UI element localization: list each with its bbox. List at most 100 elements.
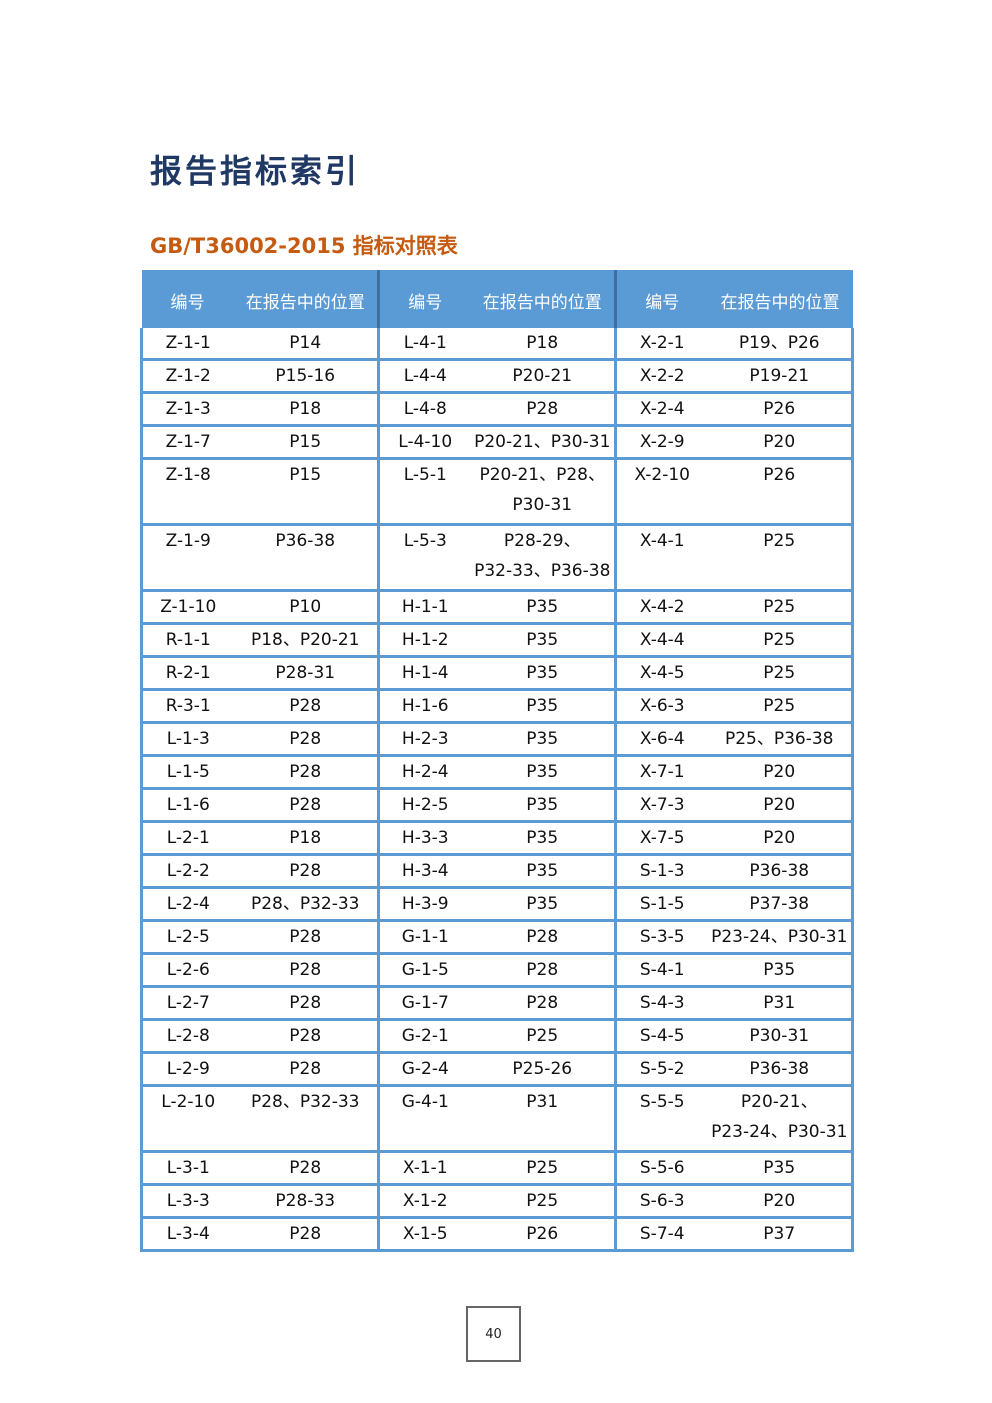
cell-line: P18	[289, 399, 322, 419]
cell-code: X-7-1	[614, 755, 708, 790]
cell-code: X-6-4	[614, 722, 708, 757]
table-row: L-3-1 P28 X-1-1 P25 S-5-6 P35	[140, 1151, 854, 1186]
table-row: R-3-1 P28 H-1-6 P35 X-6-3 P25	[140, 689, 854, 724]
cell-location: P20	[707, 788, 854, 823]
cell-code: H-3-4	[377, 854, 471, 889]
cell-code: X-1-5	[377, 1217, 471, 1252]
table-row: R-2-1 P28-31 H-1-4 P35 X-4-5 P25	[140, 656, 854, 691]
cell-code: G-1-1	[377, 920, 471, 955]
cell-location: P10	[233, 590, 380, 625]
cell-code: L-2-4	[140, 887, 234, 922]
cell-line: L-2-4	[166, 894, 210, 914]
cell-line: L-2-7	[166, 993, 210, 1013]
cell-location: P23-24、P30-31	[707, 920, 854, 955]
cell-line: P19、P26	[738, 333, 820, 353]
table-row: L-2-8 P28 G-2-1 P25 S-4-5 P30-31	[140, 1019, 854, 1054]
cell-line: X-7-3	[639, 795, 685, 815]
cell-line: X-4-5	[639, 663, 685, 683]
cell-location: P35	[470, 821, 617, 856]
cell-code: S-7-4	[614, 1217, 708, 1252]
cell-line: H-3-3	[401, 828, 449, 848]
cell-location: P35	[470, 689, 617, 724]
cell-location: P28	[233, 755, 380, 790]
cell-location: P35	[470, 722, 617, 757]
cell-line: P35	[526, 630, 559, 650]
cell-line: P28	[289, 795, 322, 815]
index-table: 编号 在报告中的位置 编号 在报告中的位置 编号 在报告中的位置 Z-1-1 P1…	[140, 270, 854, 1252]
cell-location: P20-21	[470, 359, 617, 394]
cell-code: S-3-5	[614, 920, 708, 955]
cell-code: L-2-7	[140, 986, 234, 1021]
cell-line: Z-1-2	[165, 366, 211, 386]
cell-code: L-1-3	[140, 722, 234, 757]
cell-location: P28	[470, 920, 617, 955]
table-row: L-3-3 P28-33 X-1-2 P25 S-6-3 P20	[140, 1184, 854, 1219]
cell-line: P10	[289, 597, 322, 617]
cell-line: P15	[289, 432, 322, 452]
cell-line: X-7-5	[639, 828, 685, 848]
cell-location: P28	[233, 1052, 380, 1087]
cell-line: P14	[289, 333, 322, 353]
cell-line: S-6-3	[639, 1191, 685, 1211]
table-header: 编号 在报告中的位置 编号 在报告中的位置 编号 在报告中的位置	[141, 270, 853, 328]
cell-code: S-4-5	[614, 1019, 708, 1054]
cell-line: P20-21	[512, 366, 573, 386]
cell-line: P28-33	[275, 1191, 336, 1211]
cell-line: X-6-4	[639, 729, 685, 749]
cell-location: P20	[707, 821, 854, 856]
cell-line: P26	[763, 465, 796, 485]
section-title: GB/T36002-2015 指标对照表	[150, 234, 458, 258]
cell-location: P36-38	[707, 1052, 854, 1087]
cell-line: R-3-1	[165, 696, 211, 716]
cell-location: P28-31	[233, 656, 380, 691]
cell-line: P25、P36-38	[724, 729, 834, 749]
cell-code: R-3-1	[140, 689, 234, 724]
cell-code: S-5-5	[614, 1085, 708, 1153]
cell-line: P18	[526, 333, 559, 353]
header-code: 编号	[141, 270, 234, 328]
cell-location: P15	[233, 425, 380, 460]
cell-line: L-3-1	[166, 1158, 210, 1178]
cell-line: L-4-8	[403, 399, 447, 419]
cell-line: P35	[526, 861, 559, 881]
table-row: L-2-4 P28、P32-33 H-3-9 P35 S-1-5 P37-38	[140, 887, 854, 922]
header-row: 编号 在报告中的位置 编号 在报告中的位置 编号 在报告中的位置	[141, 270, 853, 328]
cell-line: P25	[526, 1026, 559, 1046]
cell-code: G-1-5	[377, 953, 471, 988]
cell-line: P25	[763, 696, 796, 716]
cell-location: P25	[707, 656, 854, 691]
table-row: L-2-2 P28 H-3-4 P35 S-1-3 P36-38	[140, 854, 854, 889]
table-row: Z-1-2 P15-16 L-4-4 P20-21 X-2-2 P19-21	[140, 359, 854, 394]
cell-code: X-6-3	[614, 689, 708, 724]
cell-line: L-5-3	[403, 531, 447, 551]
cell-line: P28	[289, 927, 322, 947]
cell-line: S-7-4	[639, 1224, 685, 1244]
cell-location: P35	[707, 953, 854, 988]
cell-line: H-3-9	[401, 894, 449, 914]
cell-location: P14	[233, 328, 380, 361]
cell-code: X-2-9	[614, 425, 708, 460]
cell-line: P28-29、	[503, 531, 581, 551]
cell-line: P20	[763, 762, 796, 782]
cell-line: P30-31	[512, 495, 573, 515]
cell-line: P28	[289, 1224, 322, 1244]
page-number: 40	[466, 1306, 521, 1362]
cell-code: X-2-10	[614, 458, 708, 526]
cell-code: L-1-6	[140, 788, 234, 823]
table-row: Z-1-8 P15 L-5-1 P20-21、P28、 P30-31 X-2-10 P26	[140, 458, 854, 526]
cell-code: L-5-1	[377, 458, 471, 526]
cell-line: X-2-4	[639, 399, 685, 419]
cell-line: L-1-5	[166, 762, 210, 782]
cell-line: X-1-2	[402, 1191, 448, 1211]
cell-code: Z-1-2	[140, 359, 234, 394]
table-row: L-2-5 P28 G-1-1 P28 S-3-5 P23-24、P30-31	[140, 920, 854, 955]
cell-line: L-2-9	[166, 1059, 210, 1079]
cell-line: G-1-7	[401, 993, 449, 1013]
cell-line: R-2-1	[165, 663, 211, 683]
header-location: 在报告中的位置	[707, 270, 853, 328]
cell-line: P25	[763, 531, 796, 551]
header-location: 在报告中的位置	[233, 270, 380, 328]
cell-line: X-6-3	[639, 696, 685, 716]
cell-line: L-2-2	[166, 861, 210, 881]
cell-code: L-2-8	[140, 1019, 234, 1054]
